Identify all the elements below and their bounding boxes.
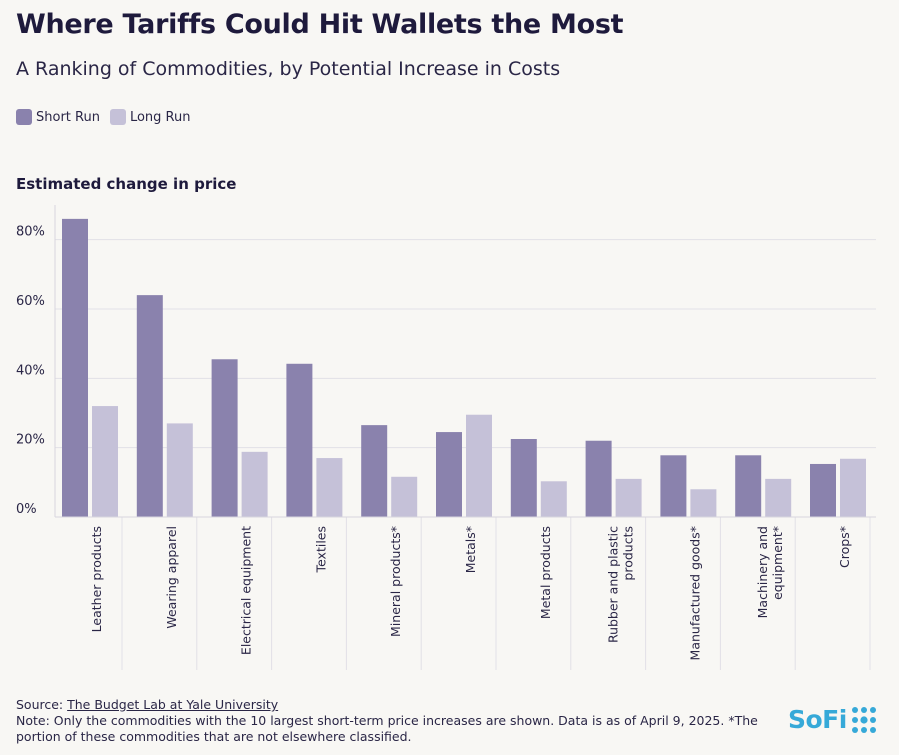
bar-long-run xyxy=(615,478,642,517)
bar-short-run xyxy=(585,440,612,517)
y-tick-label: 80% xyxy=(16,225,45,240)
x-tick-label: Leather products xyxy=(89,526,104,632)
x-tick-label-line: Metals* xyxy=(463,526,478,573)
x-tick-label-line: Wearing apparel xyxy=(164,526,179,629)
x-tick-label: Machinery andequipment* xyxy=(755,526,785,618)
x-tick-label-line: Mineral products* xyxy=(388,526,403,637)
bar-long-run xyxy=(690,489,717,517)
x-tick-label-line: products xyxy=(621,526,636,581)
x-tick-label: Wearing apparel xyxy=(164,526,179,629)
x-tick-label-line: Electrical equipment xyxy=(239,526,254,655)
bar-long-run xyxy=(540,481,567,517)
bar-long-run xyxy=(391,476,418,517)
bar-short-run xyxy=(660,455,687,517)
bar-short-run xyxy=(735,455,762,517)
x-tick-label-line: Textiles xyxy=(313,526,328,573)
y-tick-label: 20% xyxy=(16,433,45,448)
x-tick-label-line: Manufactured goods* xyxy=(687,526,702,660)
bar-chart: 0% 20% 40% 60% 80% Leather products Wearing ap… xyxy=(16,205,876,670)
bar-long-run xyxy=(241,451,268,517)
bar-short-run xyxy=(62,218,88,517)
bar-short-run xyxy=(286,363,313,517)
bar-long-run xyxy=(840,458,866,517)
x-tick-label: Manufactured goods* xyxy=(687,526,702,660)
x-tick-label-line: Machinery and xyxy=(755,526,770,618)
bar-short-run xyxy=(136,295,163,517)
bar-short-run xyxy=(436,432,462,517)
source-link[interactable]: The Budget Lab at Yale University xyxy=(67,697,279,712)
y-axis-title: Estimated change in price xyxy=(16,175,237,193)
bar-short-run xyxy=(361,425,388,517)
source-line: Source: The Budget Lab at Yale Universit… xyxy=(16,697,766,713)
x-tick-label: Mineral products* xyxy=(388,526,403,637)
x-tick-label-line: Crops* xyxy=(837,526,852,568)
legend-swatch-short-run xyxy=(16,109,32,125)
legend-item-long-run: Long Run xyxy=(109,109,191,125)
x-tick-label-line: Rubber and plastic xyxy=(606,526,621,643)
x-tick-label-line: Metal products xyxy=(538,526,553,619)
y-tick-label: 40% xyxy=(16,363,45,378)
footer: Source: The Budget Lab at Yale Universit… xyxy=(16,697,766,745)
x-tick-label: Metal products xyxy=(538,526,553,619)
x-tick-label: Metals* xyxy=(463,526,478,573)
bar-short-run xyxy=(510,439,537,517)
bar-long-run xyxy=(166,423,193,517)
legend-label-long-run: Long Run xyxy=(129,109,191,125)
bar-long-run xyxy=(765,478,792,517)
chart-title: Where Tariffs Could Hit Wallets the Most xyxy=(16,9,624,40)
source-prefix: Source: xyxy=(16,697,68,712)
sofi-dots-icon xyxy=(851,706,876,733)
bar-short-run xyxy=(810,463,836,517)
sofi-logo: SoFi xyxy=(788,705,881,734)
footnote: Note: Only the commodities with the 10 l… xyxy=(16,713,758,744)
y-tick-label: 0% xyxy=(16,502,37,517)
x-tick-label: Rubber and plasticproducts xyxy=(606,526,636,643)
y-tick-label: 60% xyxy=(16,294,45,309)
bar-long-run xyxy=(92,406,118,517)
x-tick-label: Crops* xyxy=(837,526,852,568)
x-tick-label: Textiles xyxy=(313,526,328,573)
x-tick-label: Electrical equipment xyxy=(239,526,254,655)
legend-label-short-run: Short Run xyxy=(36,109,100,125)
bar-long-run xyxy=(316,458,343,517)
legend: Short Run Long Run xyxy=(16,109,200,125)
x-tick-label-line: Leather products xyxy=(89,526,104,632)
logo-text: SoFi xyxy=(788,705,847,734)
bar-short-run xyxy=(211,359,238,517)
x-tick-label-line: equipment* xyxy=(770,526,785,600)
legend-item-short-run: Short Run xyxy=(16,109,100,125)
chart-subtitle: A Ranking of Commodities, by Potential I… xyxy=(16,58,561,80)
bar-long-run xyxy=(466,414,492,517)
legend-swatch-long-run xyxy=(109,109,126,125)
